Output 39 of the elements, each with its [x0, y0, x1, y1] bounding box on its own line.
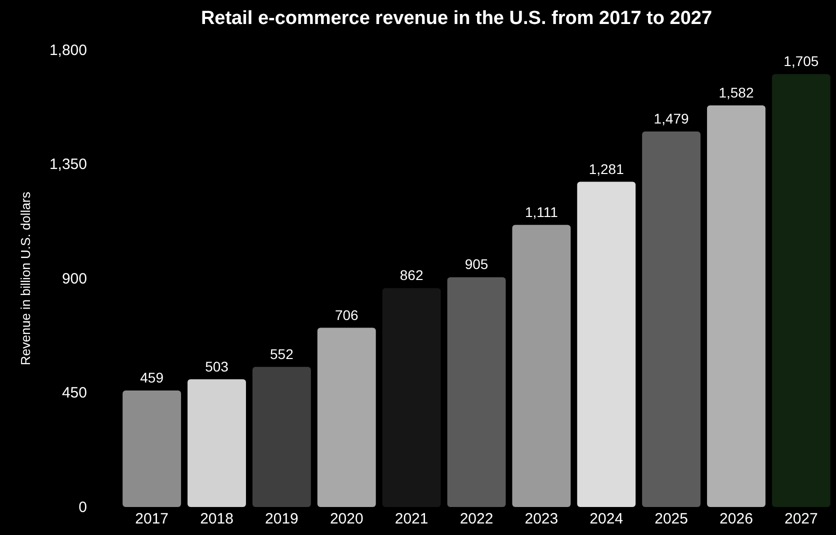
data-label: 862 [400, 267, 424, 284]
bar [642, 132, 701, 507]
x-tick-label: 2022 [460, 510, 494, 528]
x-tick-label: 2025 [654, 510, 688, 528]
bar [512, 224, 571, 507]
data-label: 1,281 [588, 160, 624, 177]
chart-title: Retail e-commerce revenue in the U.S. from 2017 to 2027 [200, 8, 712, 29]
y-tick-label: 1,350 [49, 156, 87, 174]
y-tick-label: 0 [78, 498, 87, 516]
bar [577, 182, 636, 507]
bar [122, 390, 182, 507]
x-tick-label: 2017 [135, 510, 169, 528]
y-tick-label: 1,800 [49, 42, 87, 59]
data-label: 1,111 [524, 204, 558, 220]
x-tick-label: 2019 [265, 510, 298, 528]
data-label: 459 [140, 369, 164, 386]
x-tick-label: 2024 [590, 510, 624, 528]
data-label: 1,582 [718, 84, 754, 100]
bar [447, 277, 506, 507]
bar [188, 379, 246, 507]
bar [252, 366, 311, 507]
data-label: 905 [464, 256, 488, 272]
x-tick-label: 2023 [524, 510, 558, 528]
bar [772, 74, 830, 507]
y-axis-title: Revenue in billion U.S. dollars [18, 191, 33, 366]
bar [707, 105, 766, 507]
x-tick-label: 2027 [784, 510, 818, 528]
data-label: 503 [205, 358, 229, 374]
data-label: 1,705 [784, 53, 819, 70]
y-tick-label: 450 [62, 384, 87, 402]
data-label: 706 [334, 306, 359, 323]
x-tick-label: 2020 [330, 510, 364, 528]
y-tick-label: 900 [62, 270, 87, 288]
data-label: 1,479 [654, 110, 690, 126]
bar [317, 328, 376, 507]
data-label: 552 [270, 346, 294, 362]
x-tick-label: 2021 [394, 510, 428, 528]
x-tick-label: 2018 [200, 510, 234, 528]
x-tick-label: 2026 [720, 510, 753, 528]
